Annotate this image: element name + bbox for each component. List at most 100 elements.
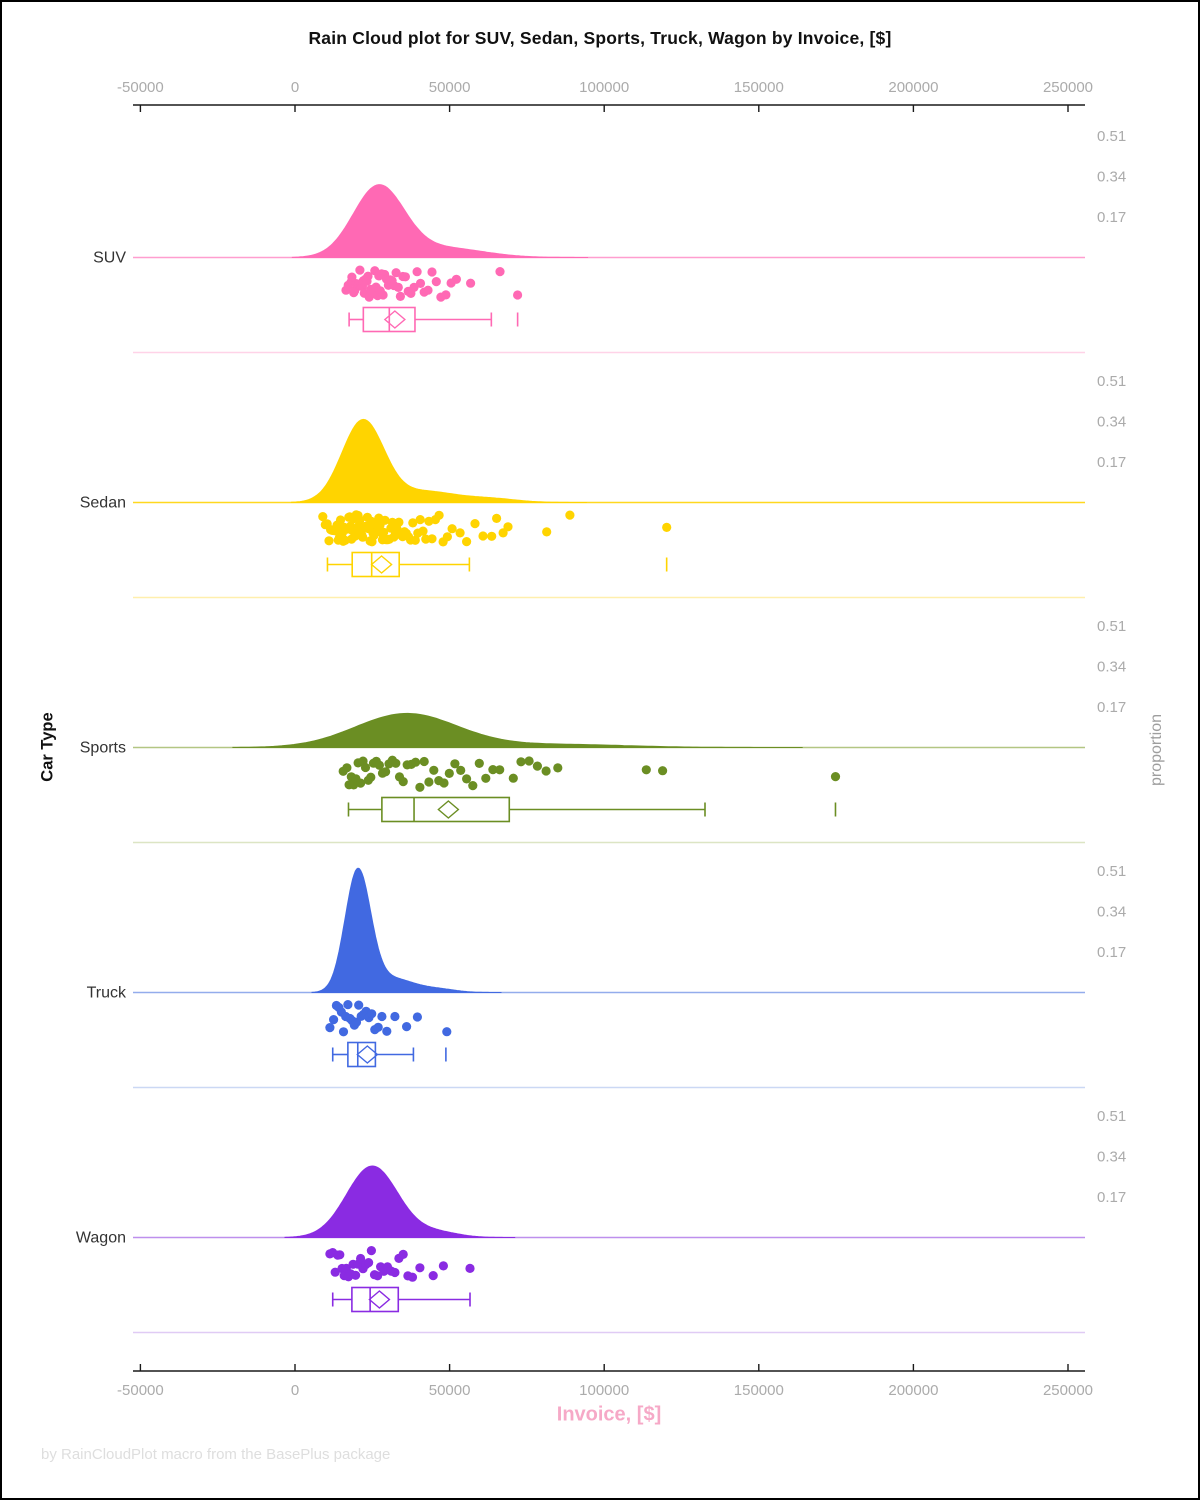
rain-point [439,778,449,788]
rain-point [390,1011,400,1022]
rain-point [641,765,651,775]
rain-point [447,524,457,534]
rain-point [367,1009,377,1019]
rain-point [355,515,365,525]
rain-point [498,528,508,538]
proportion-tick-label: 0.17 [1097,944,1126,961]
bottom-axis-tick-label: 250000 [1043,1382,1093,1399]
rain-point [455,528,465,538]
rain-point [466,278,476,288]
rain-point [395,291,405,301]
rain-point [343,1000,353,1010]
rain-point [565,510,575,520]
rain-point [393,282,403,292]
rain-point [662,522,672,533]
rain-point [481,773,491,783]
density-cloud-sedan [291,418,587,503]
bottom-axis-tick-label: -50000 [117,1382,164,1399]
rain-point [391,268,401,278]
rain-point [503,522,513,532]
rain-point [456,765,466,776]
bottom-axis-tick-label: 0 [291,1382,299,1399]
proportion-tick-label: 0.34 [1097,659,1126,676]
bottom-axis-tick-label: 200000 [888,1382,938,1399]
box [351,1286,400,1313]
footer-note: by RainCloudPlot macro from the BasePlus… [41,1446,391,1463]
y-axis-label: Car Type [38,712,57,782]
rain-point [364,1258,374,1268]
rain-point [366,772,376,782]
rain-point [516,757,526,767]
right-axis-label: proportion [1148,713,1165,787]
proportion-tick-label: 0.51 [1097,1108,1126,1125]
bottom-axis-tick-label: 50000 [429,1382,471,1399]
rain-point [355,265,365,275]
rain-point [411,757,421,767]
rain-point [434,510,444,520]
rain-point [441,290,451,300]
rain-point [487,531,497,541]
bottom-axis-tick-label: 100000 [579,1382,629,1399]
rain-point [356,778,366,788]
proportion-tick-label: 0.34 [1097,1149,1126,1166]
mean-diamond [437,800,460,819]
rain-point [444,768,454,779]
proportion-tick-label: 0.51 [1097,373,1126,390]
rain-point [488,765,498,775]
top-axis-tick-label: 200000 [888,79,938,96]
rain-point [424,777,434,787]
density-cloud-wagon [284,1165,516,1238]
proportion-tick-label: 0.34 [1097,169,1126,186]
rain-point [394,517,404,527]
rain-point [377,1011,387,1022]
density-cloud-truck [311,867,502,993]
proportion-tick-label: 0.51 [1097,618,1126,635]
rain-point [542,527,552,537]
rain-point [423,285,433,295]
rain-point [419,756,429,767]
rain-point [429,765,439,775]
rain-point [412,1012,422,1022]
rain-point [400,272,410,282]
rain-point [354,1000,364,1010]
rain-point [415,278,426,288]
category-label: Sports [80,740,126,757]
rain-point [335,1250,345,1260]
proportion-tick-label: 0.17 [1097,1189,1126,1206]
rain-point [380,515,390,525]
rain-point [418,526,428,536]
rain-point [541,766,551,776]
category-label: Wagon [76,1230,126,1247]
rain-point [553,763,563,773]
mean-diamond [368,1290,391,1309]
rain-point [373,1271,383,1281]
rain-point [374,760,384,770]
top-axis-tick-label: 0 [291,79,299,96]
rain-point [415,782,425,792]
rain-point [428,1271,438,1281]
box [381,796,511,823]
rain-point [524,756,534,766]
rain-point [492,513,502,523]
proportion-tick-label: 0.17 [1097,454,1126,471]
rain-point [363,271,373,281]
rain-point [427,534,437,544]
rain-point [415,1263,425,1273]
rain-point [382,1026,392,1036]
rain-point [366,1246,376,1256]
mean-diamond [370,555,393,574]
proportion-tick-label: 0.51 [1097,863,1126,880]
density-cloud-suv [291,184,589,258]
box [347,1041,377,1068]
top-axis-tick-label: 100000 [579,79,629,96]
rain-point [387,517,397,528]
rain-point [442,1027,452,1037]
mean-diamond [383,310,406,329]
rain-point [347,272,357,282]
proportion-tick-label: 0.34 [1097,904,1126,921]
rain-point [495,765,505,775]
rain-point [658,766,668,776]
top-axis-tick-label: 150000 [734,79,784,96]
category-label: SUV [93,250,126,267]
